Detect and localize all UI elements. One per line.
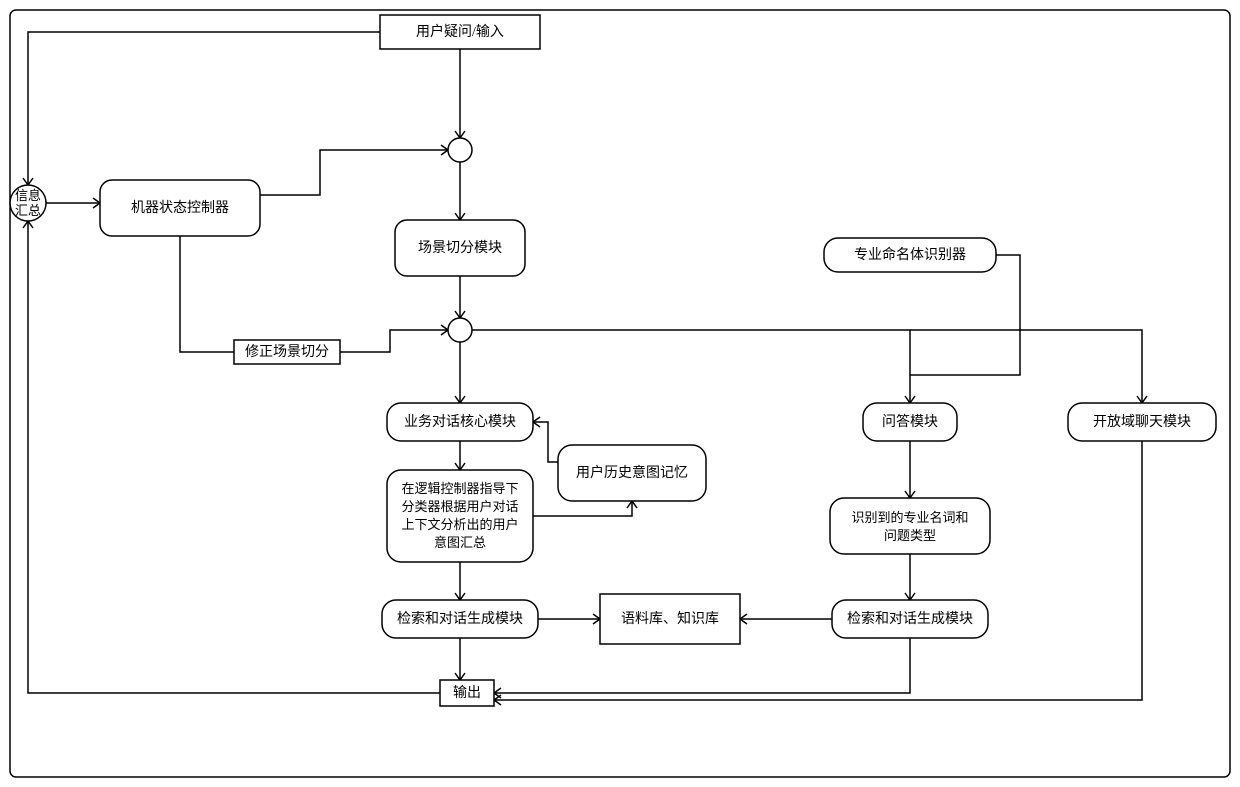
node-ner: 专业命名体识别器 <box>824 238 996 272</box>
label-scene-split: 场景切分模块 <box>418 240 502 256</box>
label-qa: 问答模块 <box>882 413 938 430</box>
label-machine-state: 机器状态控制器 <box>131 200 229 216</box>
label-recog-1: 识别到的专业名词和 <box>851 510 968 525</box>
node-biz-dialog: 业务对话核心模块 <box>387 403 533 441</box>
node-qa: 问答模块 <box>863 403 957 441</box>
label-info-summary-1: 信息 <box>15 188 41 203</box>
flowchart-canvas: 用户疑问/输入 信息 汇总 机器状态控制器 场景切分模块 修正场景切分 专业命名… <box>0 0 1240 787</box>
node-intent-summary: 在逻辑控制器指导下 分类器根据用户对话 上下文分析出的用户 意图汇总 <box>387 470 533 562</box>
diagram-border <box>10 10 1230 777</box>
node-corpus: 语料库、知识库 <box>600 594 740 644</box>
label-recog-2: 问题类型 <box>884 528 936 543</box>
junction-2 <box>448 318 472 342</box>
node-retrieve-1: 检索和对话生成模块 <box>382 600 538 638</box>
label-intent-2: 分类器根据用户对话 <box>401 499 518 514</box>
junction-1 <box>448 138 472 162</box>
node-retrieve-2: 检索和对话生成模块 <box>832 600 988 638</box>
node-user-history: 用户历史意图记忆 <box>558 445 706 501</box>
label-user-history: 用户历史意图记忆 <box>576 464 688 481</box>
label-biz-dialog: 业务对话核心模块 <box>404 414 516 430</box>
label-retrieve-2: 检索和对话生成模块 <box>847 610 973 627</box>
node-recog-terms: 识别到的专业名词和 问题类型 <box>830 498 990 554</box>
label-intent-1: 在逻辑控制器指导下 <box>401 481 518 496</box>
label-output: 输出 <box>453 685 481 701</box>
label-info-summary-2: 汇总 <box>15 203 41 218</box>
label-open-chat: 开放域聊天模块 <box>1093 414 1191 430</box>
node-output: 输出 <box>440 680 494 706</box>
node-scene-split: 场景切分模块 <box>395 220 525 276</box>
label-ner: 专业命名体识别器 <box>854 246 966 263</box>
node-user-input: 用户疑问/输入 <box>380 15 540 49</box>
node-info-summary: 信息 汇总 <box>10 185 46 221</box>
label-intent-3: 上下文分析出的用户 <box>401 517 518 532</box>
label-user-input: 用户疑问/输入 <box>416 23 504 40</box>
node-correct-split: 修正场景切分 <box>234 340 340 364</box>
node-machine-state: 机器状态控制器 <box>100 180 260 236</box>
label-correct-split: 修正场景切分 <box>245 344 329 360</box>
node-open-chat: 开放域聊天模块 <box>1068 403 1216 441</box>
label-intent-4: 意图汇总 <box>434 535 486 550</box>
label-retrieve-1: 检索和对话生成模块 <box>397 610 523 627</box>
label-corpus: 语料库、知识库 <box>621 610 719 627</box>
